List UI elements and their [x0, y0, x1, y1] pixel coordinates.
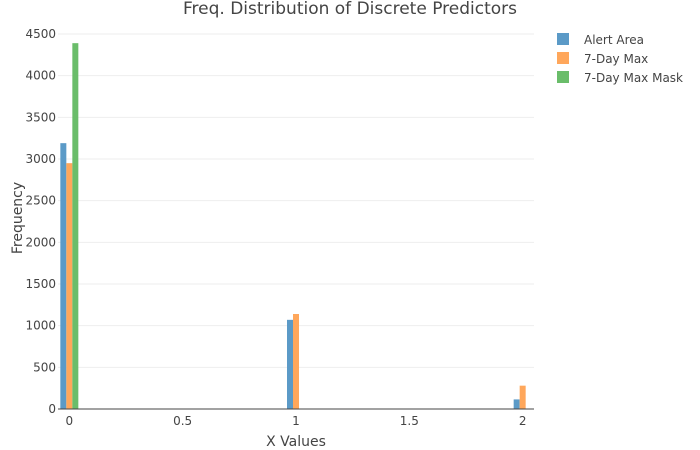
bar-7-day-max-mask-x0[interactable] — [72, 43, 79, 410]
x-tick-label: 1.5 — [400, 414, 419, 428]
y-tick-label: 4000 — [25, 69, 56, 83]
y-tick-label: 3500 — [25, 110, 56, 124]
bar-7-day-max-x0[interactable] — [66, 163, 73, 409]
y-tick-label: 1500 — [25, 277, 56, 291]
bars — [60, 43, 526, 410]
legend-label: Alert Area — [584, 33, 644, 47]
y-tick-label: 4500 — [25, 27, 56, 41]
bar-alert-area-x2[interactable] — [513, 399, 520, 409]
bar-alert-area-x1[interactable] — [287, 319, 293, 409]
x-tick-label: 0 — [66, 414, 74, 428]
bar-7-day-max-x1[interactable] — [293, 314, 299, 409]
y-tick-label: 2500 — [25, 194, 56, 208]
x-axis-title: X Values — [266, 434, 326, 450]
legend-swatch — [557, 71, 569, 83]
legend-item-7-day-max-mask[interactable]: 7-Day Max Mask — [557, 71, 683, 85]
legend-item-alert-area[interactable]: Alert Area — [557, 33, 644, 47]
y-axis-title: Frequency — [10, 182, 26, 254]
x-tick-label: 2 — [519, 414, 527, 428]
bar-7-day-max-x2[interactable] — [519, 385, 526, 409]
legend-swatch — [557, 52, 569, 64]
x-tick-label: 1 — [292, 414, 300, 428]
bar-alert-area-x0[interactable] — [60, 143, 67, 409]
x-tick-labels: 0 0.5 1 1.5 2 — [66, 414, 527, 428]
y-tick-label: 1000 — [25, 319, 56, 333]
legend-label: 7-Day Max — [584, 52, 648, 66]
grid-lines — [58, 33, 534, 368]
y-tick-label: 0 — [48, 402, 56, 416]
legend: Alert Area 7-Day Max 7-Day Max Mask — [557, 33, 683, 85]
y-tick-label: 3000 — [25, 152, 56, 166]
legend-swatch — [557, 33, 569, 45]
y-tick-label: 2000 — [25, 235, 56, 249]
y-tick-label: 500 — [33, 360, 56, 374]
chart-title: Freq. Distribution of Discrete Predictor… — [183, 0, 517, 19]
legend-item-7-day-max[interactable]: 7-Day Max — [557, 52, 648, 66]
x-tick-label: 0.5 — [173, 414, 192, 428]
legend-label: 7-Day Max Mask — [584, 71, 683, 85]
y-tick-labels: 0 500 1000 1500 2000 2500 3000 3500 4000 4500 — [25, 27, 56, 416]
